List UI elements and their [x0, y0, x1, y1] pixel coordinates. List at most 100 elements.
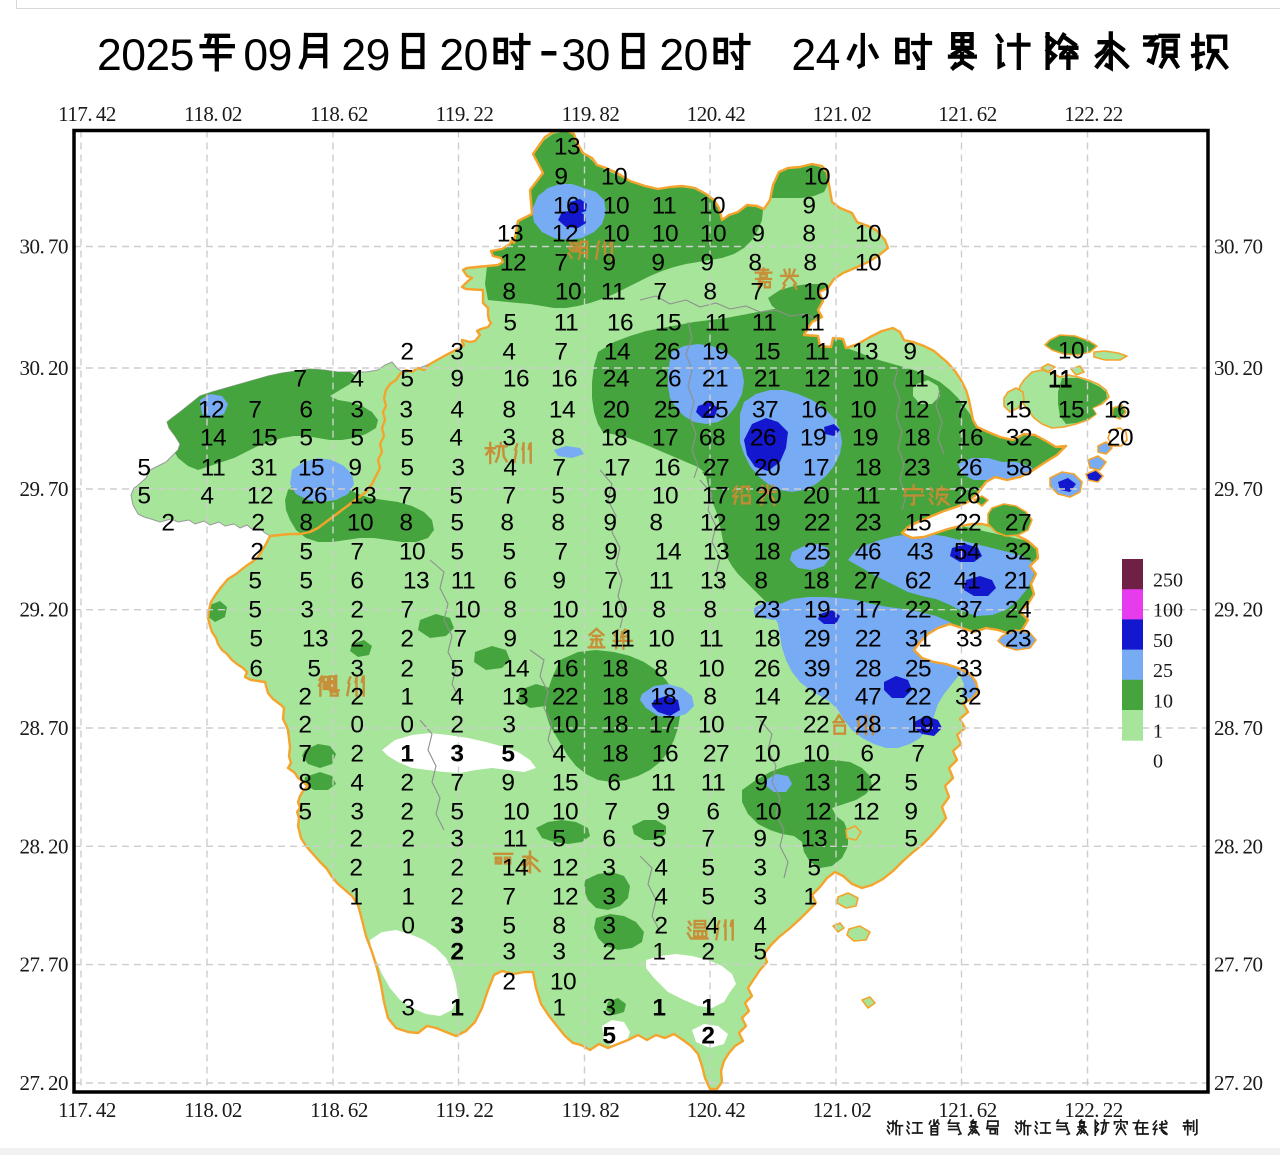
svg-text:32: 32 [1006, 425, 1032, 452]
svg-text:11: 11 [651, 770, 675, 797]
svg-text:19: 19 [800, 425, 826, 452]
svg-text:118. 02: 118. 02 [184, 1098, 242, 1122]
svg-text:5: 5 [450, 656, 463, 683]
svg-text:28. 20: 28. 20 [20, 834, 68, 858]
svg-text:10: 10 [804, 164, 830, 191]
svg-text:3: 3 [450, 913, 463, 940]
svg-text:122. 22: 122. 22 [1064, 102, 1122, 126]
svg-text:25: 25 [702, 397, 728, 424]
svg-text:5: 5 [137, 455, 150, 482]
svg-text:2: 2 [250, 539, 263, 566]
svg-text:6: 6 [602, 826, 615, 853]
svg-text:2: 2 [251, 510, 264, 537]
svg-text:3: 3 [502, 712, 515, 739]
svg-text:2: 2 [350, 684, 363, 711]
svg-text:32: 32 [1005, 539, 1031, 566]
svg-text:3: 3 [602, 913, 615, 940]
svg-text:16: 16 [607, 310, 633, 337]
svg-text:5: 5 [753, 939, 766, 966]
svg-text:2: 2 [350, 597, 363, 624]
svg-text:28. 70: 28. 70 [1214, 716, 1262, 740]
svg-text:33: 33 [956, 626, 982, 653]
svg-text:121. 02: 121. 02 [813, 1098, 871, 1122]
svg-text:11: 11 [649, 568, 673, 595]
svg-text:26: 26 [754, 656, 780, 683]
svg-text:16: 16 [652, 741, 678, 768]
svg-text:10: 10 [550, 969, 576, 996]
svg-text:5: 5 [602, 1023, 615, 1050]
svg-text:7: 7 [453, 626, 466, 653]
svg-text:19: 19 [702, 339, 728, 366]
svg-text:24: 24 [603, 366, 629, 393]
svg-text:12: 12 [853, 799, 879, 826]
svg-text:3: 3 [552, 939, 565, 966]
svg-text:15: 15 [655, 310, 681, 337]
svg-text:4: 4 [502, 339, 515, 366]
svg-text:0: 0 [1153, 751, 1163, 773]
svg-text:5: 5 [248, 597, 261, 624]
svg-text:20: 20 [755, 483, 781, 510]
svg-text:22: 22 [803, 712, 829, 739]
svg-text:22: 22 [804, 510, 830, 537]
svg-text:17: 17 [604, 455, 630, 482]
svg-text:18: 18 [803, 568, 829, 595]
svg-text:12: 12 [552, 855, 578, 882]
svg-text:11: 11 [701, 770, 725, 797]
svg-text:16: 16 [801, 397, 827, 424]
svg-text:37: 37 [956, 597, 982, 624]
svg-text:120. 42: 120. 42 [687, 1098, 745, 1122]
svg-text:18: 18 [855, 455, 881, 482]
svg-text:9: 9 [753, 826, 766, 853]
svg-text:10: 10 [652, 221, 678, 248]
svg-text:27. 70: 27. 70 [1214, 953, 1262, 977]
svg-text:8: 8 [552, 913, 565, 940]
svg-text:8: 8 [399, 510, 412, 537]
svg-text:9: 9 [552, 568, 565, 595]
svg-text:1: 1 [400, 684, 413, 711]
svg-text:39: 39 [804, 656, 830, 683]
svg-text:25: 25 [654, 397, 680, 424]
svg-text:16: 16 [957, 425, 983, 452]
svg-text:10: 10 [601, 597, 627, 624]
svg-text:118. 62: 118. 62 [310, 1098, 368, 1122]
svg-text:7: 7 [450, 770, 463, 797]
svg-text:1: 1 [803, 884, 816, 911]
svg-text:12: 12 [552, 221, 578, 248]
svg-text:1: 1 [349, 884, 362, 911]
svg-text:8: 8 [748, 250, 761, 277]
svg-text:9: 9 [602, 250, 615, 277]
svg-text:50: 50 [1153, 630, 1173, 652]
svg-text:10: 10 [1058, 338, 1084, 365]
svg-text:19: 19 [907, 712, 933, 739]
svg-text:2: 2 [400, 339, 413, 366]
svg-text:7: 7 [248, 397, 261, 424]
svg-text:5: 5 [299, 425, 312, 452]
svg-text:26: 26 [750, 425, 776, 452]
svg-text:5: 5 [701, 884, 714, 911]
svg-text:4: 4 [449, 425, 462, 452]
svg-text:5: 5 [552, 826, 565, 853]
svg-text:7: 7 [293, 366, 306, 393]
svg-text:15: 15 [552, 770, 578, 797]
svg-text:24: 24 [1005, 597, 1031, 624]
svg-text:3: 3 [401, 995, 414, 1022]
svg-text:22: 22 [905, 597, 931, 624]
svg-text:4: 4 [350, 366, 363, 393]
svg-text:30. 70: 30. 70 [1214, 235, 1262, 259]
svg-text:19: 19 [754, 510, 780, 537]
svg-text:11: 11 [705, 310, 729, 337]
svg-text:8: 8 [803, 250, 816, 277]
svg-text:8: 8 [299, 510, 312, 537]
svg-text:6: 6 [706, 799, 719, 826]
svg-text:22: 22 [905, 684, 931, 711]
svg-text:13: 13 [804, 770, 830, 797]
svg-text:28: 28 [855, 712, 881, 739]
svg-text:8: 8 [754, 568, 767, 595]
svg-text:2: 2 [450, 712, 463, 739]
svg-text:26: 26 [655, 366, 681, 393]
svg-text:3: 3 [602, 995, 615, 1022]
svg-text:27: 27 [703, 741, 729, 768]
svg-text:9: 9 [754, 770, 767, 797]
svg-text:7: 7 [502, 483, 515, 510]
svg-text:58: 58 [1006, 455, 1032, 482]
